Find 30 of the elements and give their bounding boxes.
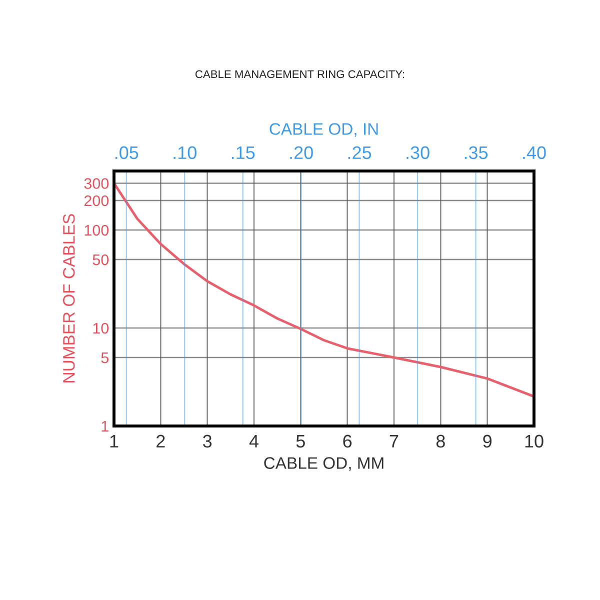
x2-axis-title: CABLE OD, IN	[270, 123, 378, 137]
x2-tick-label: .30	[406, 146, 430, 160]
x2-tick-label: .15	[232, 146, 255, 160]
x2-tick-label: .05	[115, 146, 138, 160]
x2-tick-label: .10	[174, 146, 196, 160]
x2-tick-label: .35	[464, 146, 488, 160]
x-tick-label: 1	[110, 434, 118, 448]
x-tick-label: 4	[249, 434, 258, 448]
x2-tick-label: .25	[348, 146, 372, 160]
y-tick-label: 100	[84, 224, 109, 236]
y-tick-label: 200	[84, 195, 109, 206]
x-tick-label: 7	[390, 434, 398, 448]
line-series	[114, 182, 534, 398]
y-tick-label: 1	[102, 421, 108, 432]
x-tick-label: 9	[483, 434, 492, 448]
x-tick-label: 10	[525, 434, 544, 448]
x-tick-label: 6	[343, 434, 352, 448]
chart-title: CABLE MANAGEMENT RING CAPACITY:	[195, 70, 404, 78]
x-axis-title: CABLE OD, MM	[264, 457, 384, 471]
x-tick-label: 3	[203, 434, 212, 448]
x2-tick-label: .40	[523, 146, 546, 160]
x-tick-label: 8	[436, 434, 445, 448]
y-tick-label: 50	[92, 254, 109, 266]
x2-tick-label: .20	[290, 146, 313, 160]
y-tick-label: 5	[101, 352, 108, 364]
y-axis-title: NUMBER OF CABLES	[63, 214, 75, 382]
x-tick-label: 2	[156, 434, 165, 448]
y-tick-label: 10	[93, 322, 109, 334]
y-tick-label: 300	[84, 178, 109, 189]
x-tick-label: 5	[296, 434, 305, 448]
